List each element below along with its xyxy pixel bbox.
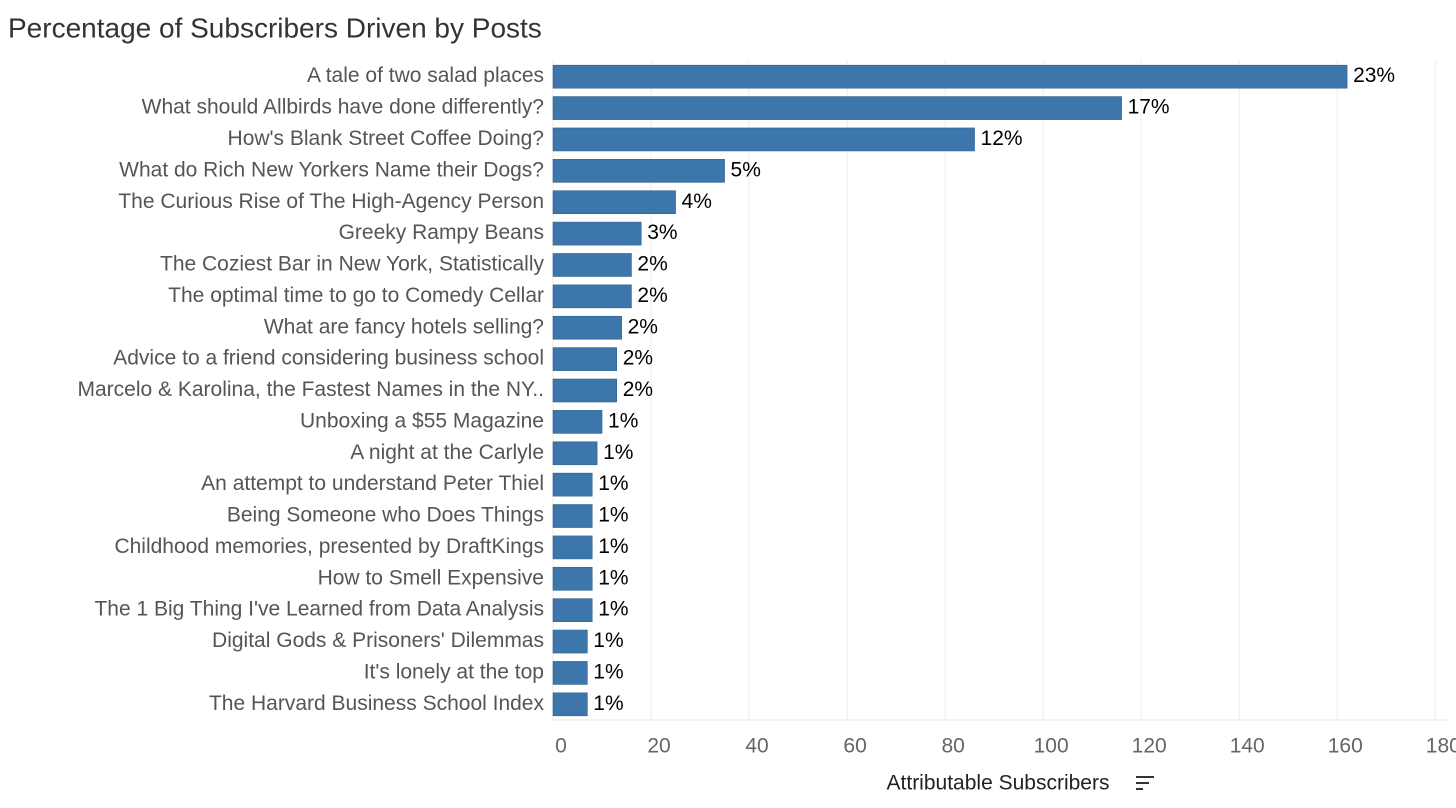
x-axis-title: Attributable Subscribers (887, 772, 1110, 795)
y-tick-label: Being Someone who Does Things (227, 504, 544, 527)
value-label: 2% (623, 378, 653, 401)
value-label: 1% (603, 441, 633, 464)
y-tick-label: Advice to a friend considering business … (113, 347, 544, 370)
y-tick-label: How's Blank Street Coffee Doing? (228, 127, 544, 150)
value-label: 23% (1353, 64, 1395, 87)
value-label: 12% (981, 127, 1023, 150)
bar (552, 472, 593, 497)
y-tick-label: The Curious Rise of The High-Agency Pers… (118, 190, 544, 213)
bar (552, 96, 1122, 120)
value-label: 2% (628, 315, 658, 338)
value-label: 1% (593, 692, 623, 715)
y-tick-label: The optimal time to go to Comedy Cellar (168, 284, 544, 307)
x-tick-label: 0 (555, 735, 567, 758)
y-tick-label: The Coziest Bar in New York, Statistical… (160, 253, 544, 276)
value-label: 1% (598, 535, 628, 558)
y-tick-label: Unboxing a $55 Magazine (300, 409, 544, 432)
y-tick-label: A tale of two salad places (307, 64, 544, 87)
bar (552, 221, 642, 246)
value-label: 1% (593, 629, 623, 652)
y-tick-label: What do Rich New Yorkers Name their Dogs… (119, 158, 544, 181)
bar (552, 190, 676, 215)
bar (552, 661, 588, 685)
y-tick-label: A night at the Carlyle (350, 441, 544, 464)
bar (552, 284, 632, 309)
value-label: 1% (598, 504, 628, 527)
value-label: 1% (598, 566, 628, 589)
x-tick-label: 100 (1034, 735, 1069, 758)
bar (552, 378, 618, 403)
x-tick-label: 20 (647, 735, 670, 758)
x-tick-label: 140 (1230, 735, 1265, 758)
x-tick-label: 80 (941, 735, 964, 758)
value-label: 1% (598, 472, 628, 495)
y-tick-label: Digital Gods & Prisoners' Dilemmas (212, 629, 544, 652)
bar (552, 566, 593, 591)
x-tick-label: 180 (1426, 735, 1456, 758)
x-tick-label: 40 (745, 735, 768, 758)
y-tick-label: Marcelo & Karolina, the Fastest Names in… (78, 378, 545, 401)
bar (552, 504, 593, 528)
y-tick-label: The 1 Big Thing I've Learned from Data A… (94, 598, 544, 621)
y-tick-label: Childhood memories, presented by DraftKi… (114, 535, 544, 558)
value-label: 5% (731, 158, 761, 181)
y-tick-label: The Harvard Business School Index (209, 692, 545, 715)
chart-title: Percentage of Subscribers Driven by Post… (8, 12, 542, 43)
y-tick-label: An attempt to understand Peter Thiel (201, 472, 544, 495)
bar (552, 410, 603, 434)
value-label: 3% (647, 221, 677, 244)
y-tick-label: What are fancy hotels selling? (264, 315, 544, 338)
y-tick-label: How to Smell Expensive (318, 566, 544, 589)
value-label: 1% (608, 409, 638, 432)
bar (552, 598, 593, 622)
value-label: 1% (598, 598, 628, 621)
bar (552, 253, 632, 277)
y-tick-label: What should Allbirds have done different… (142, 96, 544, 119)
value-label: 4% (682, 190, 712, 213)
bar (552, 127, 975, 152)
bar (552, 629, 588, 654)
bar (552, 441, 598, 466)
bar (552, 315, 622, 340)
y-tick-label: Greeky Rampy Beans (339, 221, 544, 244)
bar (552, 692, 588, 717)
value-label: 17% (1128, 96, 1170, 119)
value-label: 2% (637, 253, 667, 276)
x-tick-label: 160 (1328, 735, 1363, 758)
y-tick-label: It's lonely at the top (364, 660, 544, 683)
bar (552, 535, 593, 560)
bar (552, 159, 725, 183)
value-label: 2% (637, 284, 667, 307)
value-label: 1% (593, 660, 623, 683)
bar (552, 64, 1348, 89)
value-label: 2% (623, 347, 653, 370)
bar (552, 347, 618, 371)
x-tick-label: 60 (843, 735, 866, 758)
x-tick-label: 120 (1132, 735, 1167, 758)
sort-icon[interactable] (1136, 776, 1154, 790)
